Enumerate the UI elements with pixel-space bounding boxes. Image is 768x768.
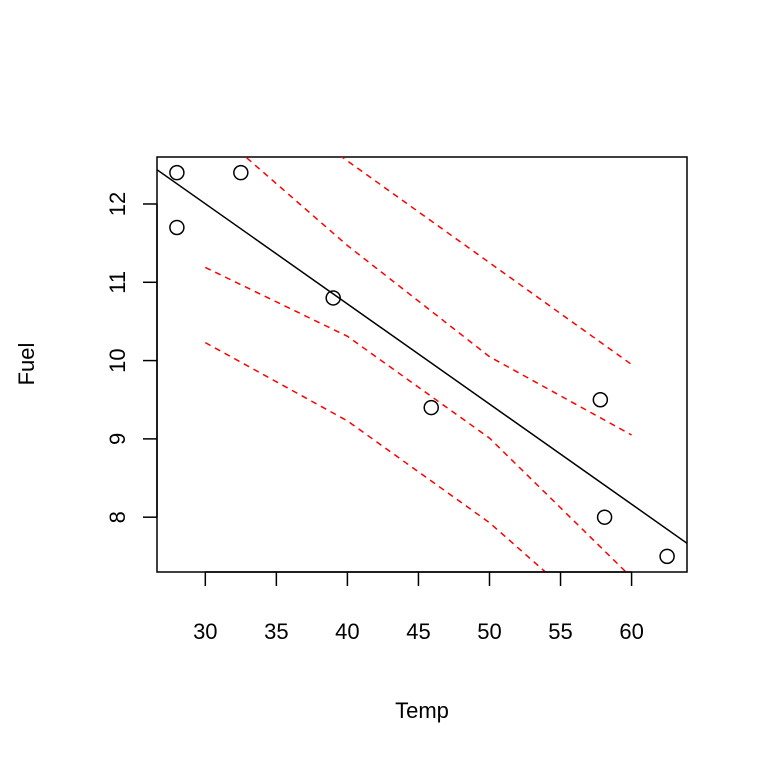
x-tick-label: 35	[264, 619, 288, 644]
upper-confidence-band	[244, 157, 632, 436]
x-tick-label: 50	[477, 619, 501, 644]
data-point	[659, 548, 675, 565]
data-point	[169, 219, 185, 236]
lower-confidence-band	[204, 266, 628, 572]
y-tick-label: 9	[105, 433, 130, 445]
y-tick-label: 12	[105, 192, 130, 216]
x-tick-label: 55	[548, 619, 572, 644]
data-point	[169, 164, 185, 181]
data-point	[592, 391, 609, 408]
y-tick-label: 11	[105, 271, 130, 294]
x-axis-label: Temp	[395, 698, 449, 723]
x-axis: 30 35 40 45 50 55 60	[193, 571, 644, 644]
x-tick-label: 30	[193, 619, 217, 644]
data-point	[325, 290, 341, 306]
lower-prediction-band	[204, 341, 547, 572]
data-point	[423, 399, 439, 416]
y-axis-label: Fuel	[14, 343, 39, 386]
y-tick-label: 10	[105, 348, 130, 372]
upper-prediction-band	[340, 157, 633, 366]
y-axis: 8 9 10 11 12	[105, 192, 158, 523]
regression-line	[157, 169, 687, 544]
x-tick-label: 40	[335, 619, 359, 644]
plot-contents	[157, 157, 687, 572]
x-tick-label: 45	[406, 619, 430, 644]
y-tick-label: 8	[105, 511, 130, 523]
data-point	[233, 164, 249, 181]
x-tick-label: 60	[619, 619, 643, 644]
data-point	[596, 509, 613, 525]
plot-frame	[156, 156, 688, 573]
